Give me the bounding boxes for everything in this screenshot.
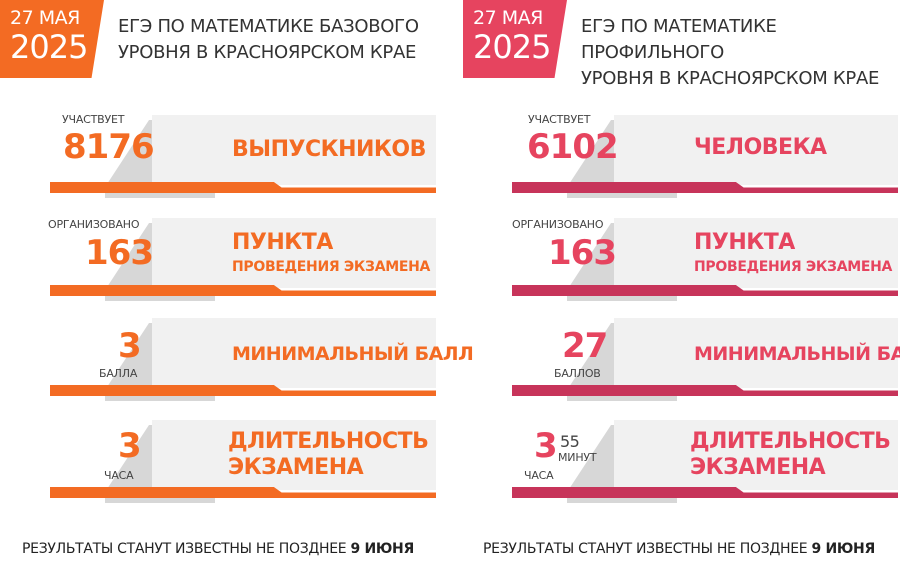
date-badge: 27 МАЯ 2025 [0, 0, 104, 78]
stat-caption-line2: ЭКЗАМЕНА [690, 455, 826, 480]
stat-row-duration: 3 ЧАСА ДЛИТЕЛЬНОСТЬ ЭКЗАМЕНА [0, 420, 450, 515]
stat-bottom-label: ЧАСА [104, 469, 134, 482]
stat-extra-label: МИНУТ [558, 451, 597, 464]
date-year: 2025 [10, 28, 88, 66]
stat-top-label: УЧАСТВУЕТ [62, 113, 125, 126]
stat-caption-line2: ЭКЗАМЕНА [228, 455, 364, 480]
stat-caption-sub: ПРОВЕДЕНИЯ ЭКЗАМЕНА [694, 259, 893, 275]
profile-level-column: 27 МАЯ 2025 ЕГЭ ПО МАТЕМАТИКЕ ПРОФИЛЬНОГ… [460, 0, 900, 574]
date-year: 2025 [473, 28, 551, 66]
column-title: ЕГЭ ПО МАТЕМАТИКЕ БАЗОВОГО УРОВНЯ В КРАС… [118, 16, 419, 63]
stat-extra-number: 55 [560, 432, 580, 451]
stat-number: 163 [85, 233, 154, 273]
stat-caption: ПУНКТА [232, 230, 333, 255]
stat-number: 3 [118, 426, 142, 466]
date-day: 27 МАЯ [10, 7, 80, 29]
stat-caption-sub: ПРОВЕДЕНИЯ ЭКЗАМЕНА [232, 259, 431, 275]
stat-caption: МИНИМАЛЬНЫЙ БАЛЛ [232, 343, 474, 365]
stat-bottom-label: БАЛЛА [99, 367, 138, 380]
stat-row-min-score: 3 БАЛЛА МИНИМАЛЬНЫЙ БАЛЛ [0, 318, 474, 413]
stat-number: 163 [548, 233, 617, 273]
stat-caption: ЧЕЛОВЕКА [694, 135, 827, 160]
stat-row-min-score: 27 БАЛЛОВ МИНИМАЛЬНЫЙ БАЛЛ [462, 318, 900, 413]
stat-row-duration: 3 ЧАСА 55 МИНУТ ДЛИТЕЛЬНОСТЬ ЭКЗАМЕНА [462, 420, 900, 515]
stat-row-exam-points: ОРГАНИЗОВАНО 163 ПУНКТА ПРОВЕДЕНИЯ ЭКЗАМ… [0, 218, 450, 313]
stat-caption: ДЛИТЕЛЬНОСТЬ [228, 429, 429, 454]
date-day: 27 МАЯ [473, 7, 543, 29]
stat-caption: ПУНКТА [694, 230, 795, 255]
stat-bottom-label: БАЛЛОВ [554, 367, 601, 380]
stat-top-label: ОРГАНИЗОВАНО [512, 218, 604, 231]
basic-level-column: 27 МАЯ 2025 ЕГЭ ПО МАТЕМАТИКЕ БАЗОВОГО У… [0, 0, 474, 557]
stat-row-exam-points: ОРГАНИЗОВАНО 163 ПУНКТА ПРОВЕДЕНИЯ ЭКЗАМ… [462, 218, 900, 313]
stat-top-label: УЧАСТВУЕТ [528, 113, 591, 126]
column-title: ЕГЭ ПО МАТЕМАТИКЕ ПРОФИЛЬНОГО УРОВНЯ В К… [581, 16, 880, 89]
stat-row-participants: УЧАСТВУЕТ 8176 ВЫПУСКНИКОВ [0, 113, 450, 210]
stat-number: 3 [118, 326, 142, 366]
stat-number: 3 [534, 426, 558, 466]
stat-bottom-label: ЧАСА [524, 469, 554, 482]
results-footer: РЕЗУЛЬТАТЫ СТАНУТ ИЗВЕСТНЫ НЕ ПОЗДНЕЕ 9 … [483, 541, 875, 557]
stat-top-label: ОРГАНИЗОВАНО [48, 218, 140, 231]
stat-caption: ВЫПУСКНИКОВ [232, 137, 426, 162]
stat-number: 27 [562, 326, 608, 366]
stat-caption: ДЛИТЕЛЬНОСТЬ [690, 429, 891, 454]
stat-caption: МИНИМАЛЬНЫЙ БАЛЛ [694, 343, 900, 365]
results-footer: РЕЗУЛЬТАТЫ СТАНУТ ИЗВЕСТНЫ НЕ ПОЗДНЕЕ 9 … [22, 541, 414, 557]
date-badge: 27 МАЯ 2025 [463, 0, 567, 78]
stat-number: 8176 [63, 127, 155, 167]
stat-number: 6102 [527, 127, 619, 167]
stat-row-participants: УЧАСТВУЕТ 6102 ЧЕЛОВЕКА [462, 113, 900, 210]
